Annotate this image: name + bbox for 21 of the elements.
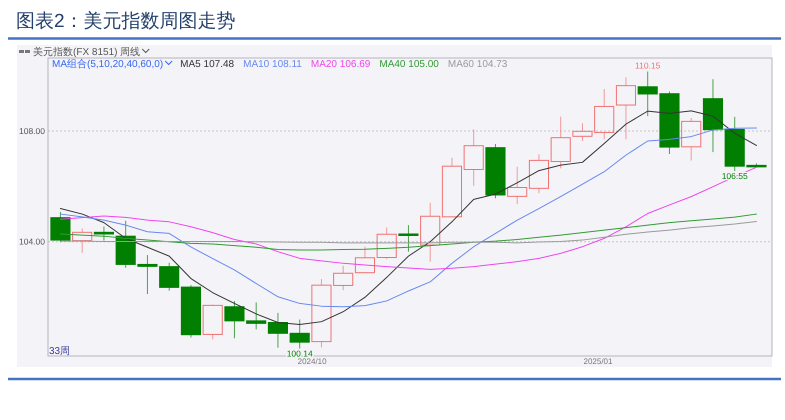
y-tick-label: 104.00 <box>19 236 46 247</box>
text: MA5 107.48 <box>180 59 235 70</box>
x-tick-label: 2025/01 <box>584 357 613 366</box>
chart-title: 图表2：美元指数周图走势 <box>16 10 236 32</box>
y-tick-label: 108.00 <box>19 126 46 136</box>
annotation: 33周 <box>49 346 70 357</box>
candlestick <box>398 224 419 252</box>
line-series <box>60 128 757 308</box>
text: MA40 105.00 <box>379 59 440 70</box>
candlestick <box>681 118 702 162</box>
annotation: 100.14 <box>286 348 313 359</box>
candlestick <box>616 76 636 140</box>
chart-subtitle: 美元指数(FX 8151) 周线 <box>33 46 140 58</box>
text: MA20 106.69 <box>310 59 371 70</box>
x-tick-label: 2024/10 <box>298 357 328 366</box>
text: MA60 104.73 <box>448 59 508 70</box>
text: MA10 108.11 <box>243 59 302 70</box>
annotation: 110.15 <box>635 60 661 71</box>
candlestick <box>72 228 92 254</box>
candlestick <box>94 226 114 242</box>
legend-title: MA组合(5,10,20,40,60,0) <box>52 58 164 70</box>
